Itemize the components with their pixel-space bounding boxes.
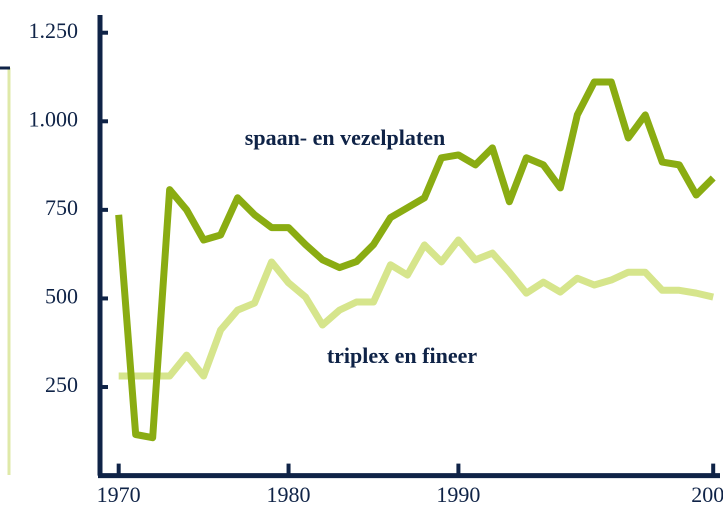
- x-tick-label: 2005: [691, 482, 723, 507]
- y-tick-label: 250: [45, 372, 78, 397]
- y-tick-label: 1.250: [29, 18, 79, 43]
- data-line: [115, 78, 716, 442]
- x-tick-label: 1990: [436, 482, 480, 507]
- y-tick-label: 750: [45, 195, 78, 220]
- data-line: [118, 236, 714, 380]
- x-tick-label: 1970: [97, 482, 141, 507]
- series-label: spaan- en vezelplaten: [245, 125, 445, 150]
- y-tick-label: 500: [45, 283, 78, 308]
- y-tick-label: 1.000: [29, 106, 79, 131]
- x-tick-label: 1980: [267, 482, 311, 507]
- series-label: triplex en fineer: [327, 343, 478, 368]
